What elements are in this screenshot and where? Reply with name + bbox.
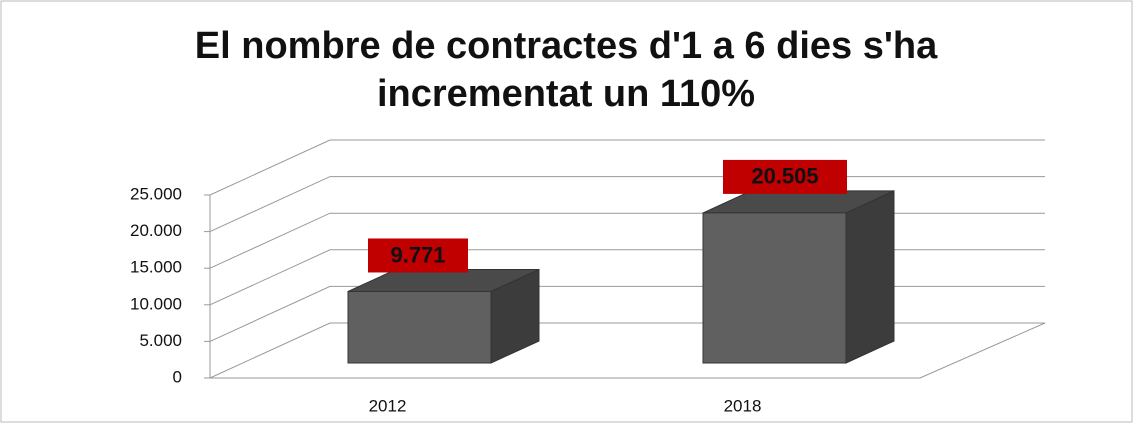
bar — [347, 290, 492, 364]
value-label-box — [368, 238, 468, 273]
y-tick-label: 20.000 — [130, 221, 182, 240]
bar — [702, 212, 847, 364]
value-label: 20.505 — [751, 164, 818, 189]
bar-side — [845, 190, 895, 364]
chart-title: El nombre de contractes d'1 a 6 dies s'h… — [194, 25, 938, 115]
grid-line — [209, 249, 1045, 306]
grid-line — [209, 139, 1045, 196]
y-tick-label: 0 — [173, 367, 182, 386]
value-label: 9.771 — [390, 242, 445, 267]
y-tick-label: 25.000 — [130, 184, 182, 203]
y-tick-label: 5.000 — [139, 331, 182, 350]
floor — [209, 322, 1046, 379]
grid-line — [209, 176, 1045, 233]
x-tick-label: 2018 — [724, 396, 762, 415]
y-tick-label: 15.000 — [130, 258, 182, 277]
y-tick-label: 10.000 — [130, 294, 182, 313]
grid-line — [209, 285, 1045, 342]
x-tick-label: 2012 — [369, 396, 407, 415]
value-label-box — [723, 159, 847, 194]
grid-line — [209, 212, 1045, 269]
